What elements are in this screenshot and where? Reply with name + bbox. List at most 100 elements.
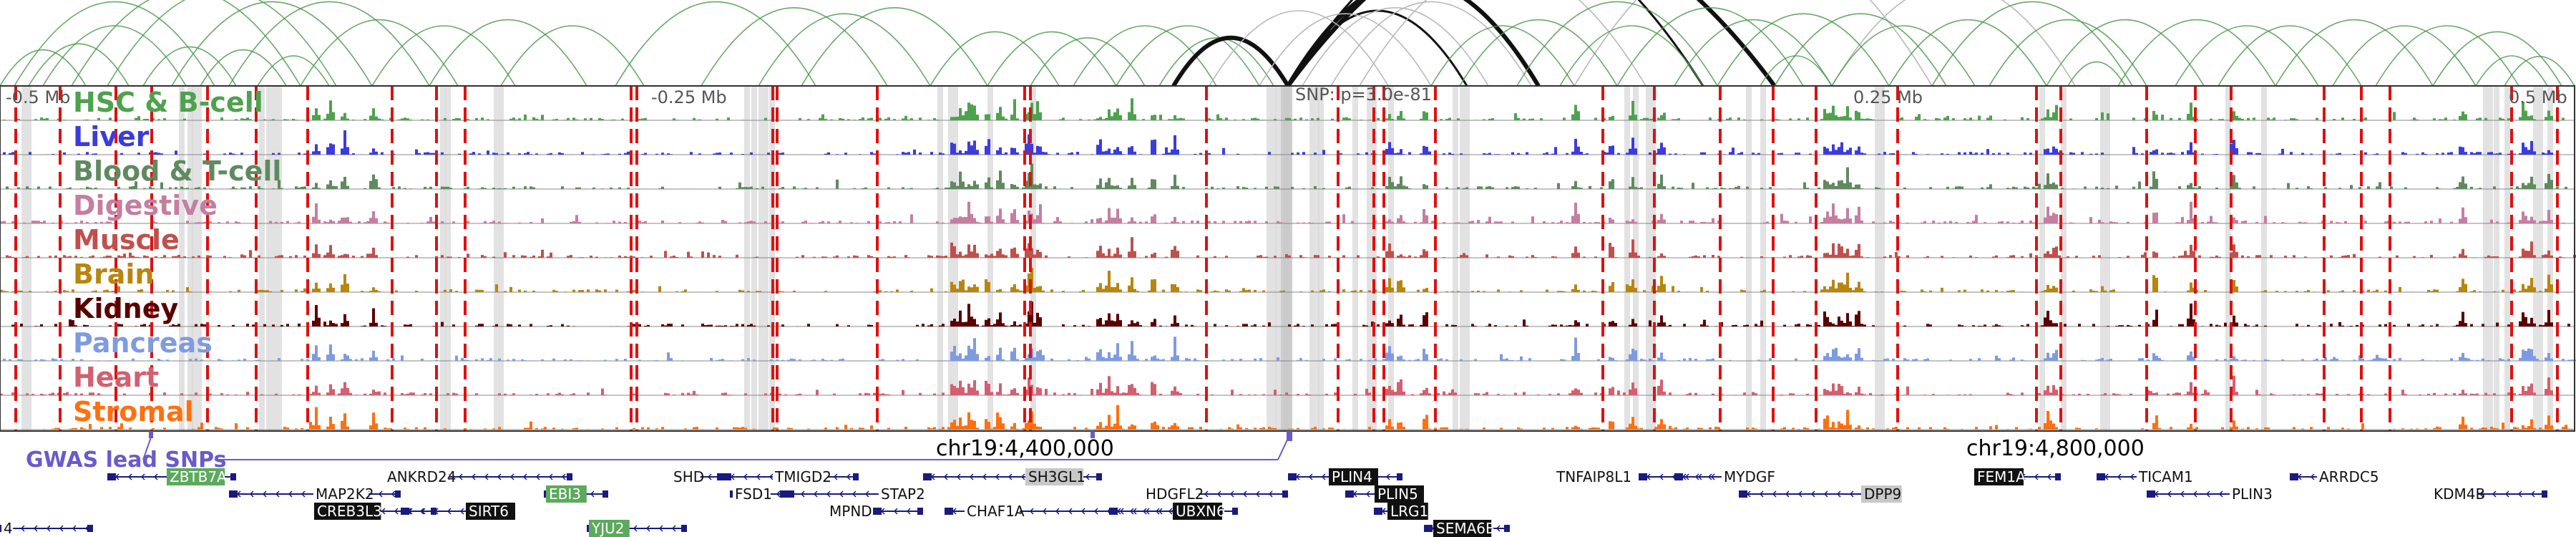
gene-label: PLIN4 <box>1332 468 1372 485</box>
loop-arc <box>1286 0 1777 87</box>
highlight-column <box>1267 86 1277 431</box>
loop-arc <box>257 55 330 87</box>
strand-chevron <box>1204 490 1209 498</box>
strand-chevron <box>2517 490 2522 498</box>
exon-block <box>780 490 789 498</box>
exon-block <box>923 473 932 480</box>
loop-arc <box>1989 19 2147 87</box>
gwas-snp-marker <box>149 431 153 438</box>
strand-chevron <box>2218 490 2223 498</box>
loop-arc <box>1430 25 1575 87</box>
strand-chevron <box>982 473 987 480</box>
strand-chevron <box>1823 490 1828 498</box>
highlight-column <box>1388 86 1394 431</box>
strand-chevron <box>833 473 838 480</box>
highlight-column <box>2225 86 2231 431</box>
strand-chevron <box>1168 508 1173 515</box>
loop-arc <box>1717 13 1890 87</box>
gene-label: MPND <box>829 503 872 520</box>
highlight-column <box>440 86 446 431</box>
gwas-snp-marker <box>1287 431 1292 441</box>
highlight-column <box>266 86 272 431</box>
gene-label: LRG1 <box>1390 503 1428 520</box>
gene-label-backdrop <box>1143 485 1199 503</box>
loop-arc <box>1330 1 1532 87</box>
strand-chevron <box>707 473 712 480</box>
highlight-column <box>744 86 750 431</box>
highlight-column <box>1746 86 1752 431</box>
strand-chevron <box>1055 508 1060 515</box>
strand-chevron <box>1849 490 1854 498</box>
highlight-column <box>2533 86 2543 431</box>
highlight-columns <box>21 86 2553 431</box>
exon-block <box>2147 490 2155 498</box>
gene-label: SEMA6B <box>1436 520 1496 537</box>
strand-chevron <box>1093 508 1098 515</box>
strand-chevron <box>2205 490 2210 498</box>
exon-block <box>723 473 731 480</box>
loop-arc <box>2175 25 2319 87</box>
strand-chevron <box>301 490 306 498</box>
loop-arc <box>2432 31 2562 87</box>
signal-track <box>0 237 2576 258</box>
signal-track <box>0 375 2576 395</box>
highlight-column <box>1460 86 1470 431</box>
gene-label: YJU2 <box>591 520 624 537</box>
strand-chevron <box>1255 490 1260 498</box>
strand-chevron <box>381 508 386 515</box>
loop-arc <box>758 13 931 87</box>
loop-arc <box>1116 25 1260 87</box>
strand-chevron <box>2504 490 2509 498</box>
loop-arc <box>1831 25 1976 87</box>
exon-block <box>1109 508 1118 515</box>
gene-label-highlight <box>1173 503 1222 520</box>
strand-chevron <box>2034 473 2039 480</box>
strand-chevron <box>1797 490 1802 498</box>
loop-arc <box>371 25 516 87</box>
highlight-column <box>937 86 943 431</box>
strand-chevron <box>378 490 383 498</box>
gene-label-backdrop <box>733 485 771 503</box>
gene-label-highlight <box>589 520 630 537</box>
exon-block <box>602 490 608 498</box>
strand-chevron <box>846 473 851 480</box>
strand-chevron <box>1785 490 1790 498</box>
strand-chevron <box>813 490 818 498</box>
loop-arc <box>2375 25 2519 87</box>
gene-label: TNFAIP8L1 <box>1556 468 1631 485</box>
strand-chevron <box>1659 473 1664 480</box>
loop-arc <box>1259 13 1432 87</box>
gene-label-highlight <box>1433 520 1492 537</box>
gene-label: KDM4B <box>2434 485 2485 503</box>
chromatin-loop-arcs <box>0 0 2575 87</box>
gene-label-backdrop <box>1 520 14 537</box>
gene-label: 4 <box>4 520 13 537</box>
track-label: Muscle <box>73 224 180 256</box>
loop-arc <box>142 46 237 87</box>
coordinate-label-right: chr19:4,800,000 <box>1966 436 2145 461</box>
strand-chevron <box>1707 473 1712 480</box>
strand-chevron <box>434 508 439 515</box>
strand-chevron <box>1142 508 1147 515</box>
gene-label-backdrop <box>879 485 925 503</box>
gene-label: FSD1 <box>735 485 772 503</box>
strand-chevron <box>1385 473 1390 480</box>
strand-chevron <box>800 490 805 498</box>
loop-arc <box>429 19 587 87</box>
gene-track: ZBTB7A ANKRD24 SHD TMIGD2 SH3GL1 PLIN4 TNFAIP8… <box>0 468 2547 537</box>
gene-label: CHAF1A <box>967 503 1025 520</box>
snp-highlight-column <box>1281 86 1292 431</box>
highlight-column <box>2100 86 2110 431</box>
highlight-column <box>948 86 958 431</box>
strand-chevron <box>956 473 961 480</box>
gene-label-backdrop <box>2431 485 2478 503</box>
signal-track <box>0 163 2576 189</box>
strand-chevron <box>2046 473 2051 480</box>
strand-chevron <box>893 508 898 515</box>
strand-chevron <box>288 490 293 498</box>
gene-label-backdrop <box>313 485 369 503</box>
tick-label-plus-0.5: 0.5 Mb <box>2509 87 2567 107</box>
strand-chevron <box>1810 490 1815 498</box>
strand-chevron <box>995 473 1000 480</box>
gene-label: MYDGF <box>1724 468 1775 485</box>
